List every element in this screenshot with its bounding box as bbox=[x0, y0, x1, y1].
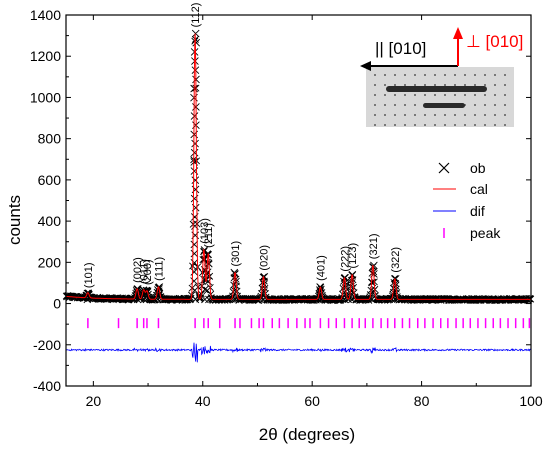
legend-label-ob: ob bbox=[470, 160, 486, 176]
x-tick-label: 100 bbox=[519, 393, 543, 409]
hkl-label: (222) bbox=[340, 246, 352, 272]
axes-layer: -400 -200 0 200 400 600 800 1000 1200 1400 20 40 60 8… bbox=[30, 7, 543, 409]
legend-marker-ob bbox=[438, 162, 450, 174]
sample-inset: || [010] ⊥ [010] bbox=[360, 27, 523, 127]
hkl-label: (301) bbox=[230, 241, 242, 267]
hkl-label: (401) bbox=[315, 255, 327, 281]
x-tick-label: 60 bbox=[304, 393, 320, 409]
hkl-label: (321) bbox=[368, 234, 380, 260]
legend-item-cal: cal bbox=[433, 181, 488, 197]
calculated-line bbox=[65, 33, 531, 300]
hkl-label: (011) bbox=[139, 259, 151, 284]
y-tick-label: 0 bbox=[53, 296, 61, 312]
x-tick-label: 80 bbox=[414, 393, 430, 409]
y-tick-label: 800 bbox=[38, 131, 62, 147]
hkl-label: (200) bbox=[142, 259, 154, 285]
y-tick-label: -200 bbox=[33, 337, 61, 353]
hkl-label: (111) bbox=[154, 257, 166, 281]
perpendicular-direction-label: ⊥ [010] bbox=[466, 32, 523, 51]
legend-item-ob: ob bbox=[438, 160, 486, 176]
hkl-label: (101) bbox=[83, 262, 95, 288]
hkl-labels-layer: (101) (002)(011)(200) (111)(112)(103)(211)… bbox=[83, 3, 402, 289]
y-tick-label: 200 bbox=[38, 254, 62, 270]
legend-label-dif: dif bbox=[470, 203, 485, 219]
y-tick-label: -400 bbox=[33, 378, 61, 394]
y-tick-label: 600 bbox=[38, 172, 62, 188]
legend-label-peak: peak bbox=[470, 225, 501, 241]
hkl-label: (123) bbox=[347, 243, 359, 269]
x-tick-label: 40 bbox=[195, 393, 211, 409]
perpendicular-arrow-head bbox=[453, 27, 463, 39]
hkl-label: (103) bbox=[199, 218, 211, 244]
dif-layer bbox=[65, 342, 532, 363]
y-axis-label: counts bbox=[5, 195, 24, 245]
legend: ob cal dif peak bbox=[433, 160, 501, 241]
x-tick-label: 20 bbox=[86, 393, 102, 409]
sample-crystal-long bbox=[386, 86, 487, 92]
x-axis-label: 2θ (degrees) bbox=[259, 425, 355, 444]
hkl-label: (211) bbox=[203, 223, 215, 248]
sample-photo bbox=[366, 67, 514, 127]
y-tick-label: 1000 bbox=[30, 89, 61, 105]
hkl-label: (002) bbox=[132, 257, 144, 283]
parallel-direction-label: || [010] bbox=[375, 39, 426, 58]
y-tick-label: 1200 bbox=[30, 48, 61, 64]
legend-label-cal: cal bbox=[470, 181, 488, 197]
difference-line bbox=[65, 342, 532, 363]
legend-item-peak: peak bbox=[443, 225, 501, 241]
peak-ticks-layer bbox=[87, 318, 531, 329]
y-tick-label: 400 bbox=[38, 213, 62, 229]
hkl-label: (020) bbox=[259, 245, 271, 271]
legend-item-dif: dif bbox=[433, 203, 485, 219]
hkl-label: (322) bbox=[390, 247, 402, 273]
parallel-arrow-head bbox=[360, 61, 371, 71]
sample-crystal-short bbox=[423, 103, 465, 108]
y-tick-label: 1400 bbox=[30, 7, 61, 23]
calculated-layer bbox=[65, 33, 531, 300]
